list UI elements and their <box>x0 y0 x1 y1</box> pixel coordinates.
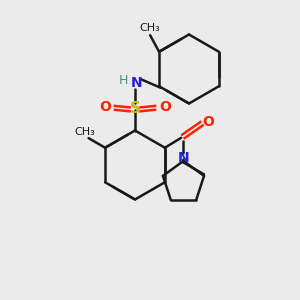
Text: N: N <box>131 76 142 90</box>
Text: CH₃: CH₃ <box>140 23 160 33</box>
Text: N: N <box>178 151 189 165</box>
Text: O: O <box>159 100 171 114</box>
Text: H: H <box>118 74 128 87</box>
Text: O: O <box>202 115 214 129</box>
Text: CH₃: CH₃ <box>75 127 95 137</box>
Text: O: O <box>99 100 111 114</box>
Text: S: S <box>130 101 140 116</box>
